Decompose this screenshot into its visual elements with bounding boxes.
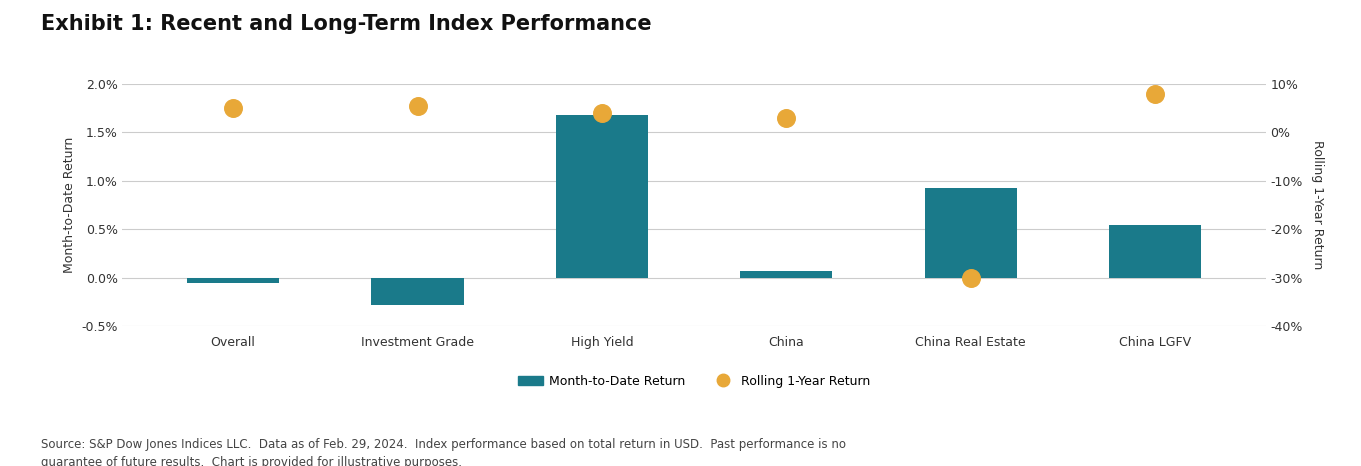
Text: Exhibit 1: Recent and Long-Term Index Performance: Exhibit 1: Recent and Long-Term Index Pe…	[41, 14, 652, 34]
Y-axis label: Month-to-Date Return: Month-to-Date Return	[63, 137, 76, 273]
Point	[960, 274, 981, 281]
Bar	[555, 115, 648, 278]
Point	[1145, 90, 1166, 97]
Point	[407, 102, 429, 110]
Text: Source: S&P Dow Jones Indices LLC.  Data as of Feb. 29, 2024.  Index performance: Source: S&P Dow Jones Indices LLC. Data …	[41, 438, 845, 466]
Point	[591, 109, 612, 116]
Bar	[372, 278, 464, 305]
Bar	[740, 271, 833, 278]
Bar	[186, 278, 279, 282]
Legend: Month-to-Date Return, Rolling 1-Year Return: Month-to-Date Return, Rolling 1-Year Ret…	[513, 370, 875, 393]
Point	[776, 114, 798, 122]
Y-axis label: Rolling 1-Year Return: Rolling 1-Year Return	[1311, 140, 1324, 270]
Bar	[1109, 226, 1202, 278]
Point	[222, 104, 244, 112]
Bar	[924, 188, 1017, 278]
